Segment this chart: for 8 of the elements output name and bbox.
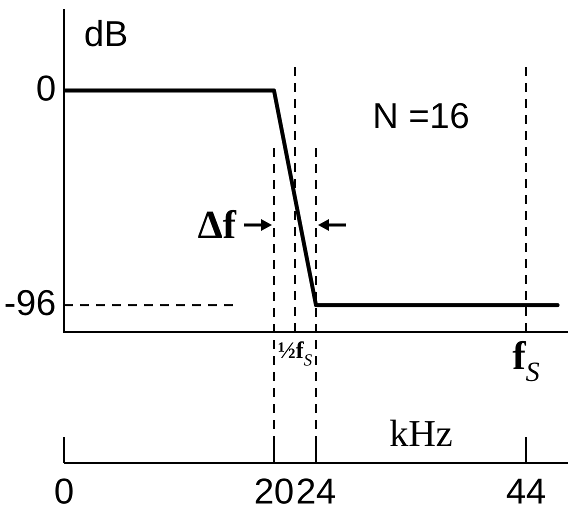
x-tick-label: 44: [506, 470, 546, 512]
annotation: Δf: [198, 202, 237, 247]
y-axis-title: dB: [84, 13, 128, 54]
y-tick-label: -96: [4, 282, 56, 324]
x-tick-label: 24: [296, 470, 336, 512]
x-axis-title: kHz: [389, 413, 453, 455]
annotation: N =16: [372, 95, 470, 136]
x-tick-label: 20: [254, 470, 294, 512]
